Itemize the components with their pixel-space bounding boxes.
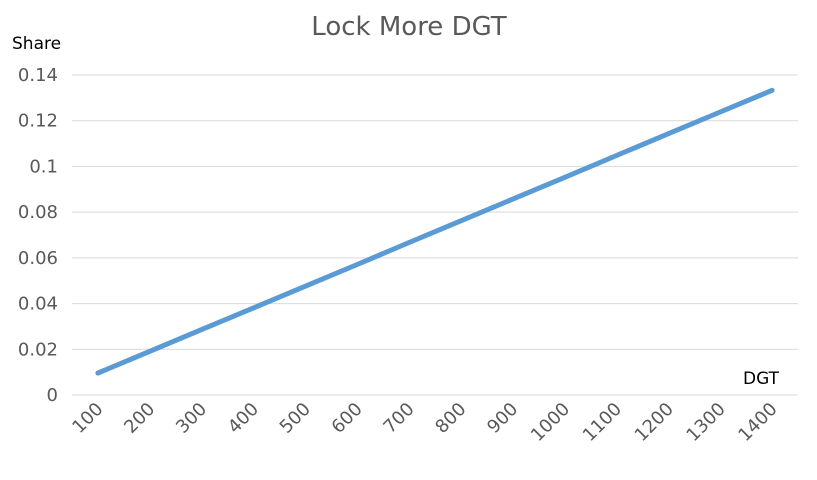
x-tick-label: 600 — [328, 399, 367, 438]
y-tick-label: 0.08 — [18, 202, 58, 223]
x-axis-title: DGT — [743, 369, 780, 389]
x-tick-label: 1300 — [683, 399, 730, 446]
y-axis-title: Share — [12, 34, 61, 54]
x-axis-ticks: 100 200 300 400 500 600 700 800 900 1000 1100 1200 1… — [68, 399, 781, 446]
y-axis-ticks: 0 0.02 0.04 0.06 0.08 0.1 0.12 0.14 — [18, 65, 58, 406]
x-tick-label: 1400 — [734, 399, 781, 446]
chart-title: Lock More DGT — [311, 12, 507, 42]
x-tick-label: 1000 — [527, 399, 574, 446]
y-tick-label: 0 — [47, 385, 58, 406]
x-tick-label: 1200 — [631, 399, 678, 446]
y-tick-label: 0.04 — [18, 294, 58, 315]
y-tick-label: 0.06 — [18, 248, 58, 269]
x-tick-label: 100 — [68, 399, 107, 438]
y-tick-label: 0.14 — [18, 65, 58, 86]
x-tick-label: 700 — [379, 399, 418, 438]
x-tick-label: 1100 — [579, 399, 626, 446]
y-tick-label: 0.12 — [18, 111, 58, 132]
y-tick-label: 0.02 — [18, 339, 58, 360]
x-tick-label: 500 — [276, 399, 315, 438]
gridlines — [72, 74, 798, 396]
y-tick-label: 0.1 — [29, 156, 58, 177]
series-layer — [95, 87, 775, 376]
x-tick-label: 300 — [172, 399, 211, 438]
x-tick-label: 200 — [120, 399, 159, 438]
series-line — [95, 87, 775, 376]
x-tick-label: 800 — [431, 399, 470, 438]
x-tick-label: 900 — [483, 399, 522, 438]
x-tick-label: 400 — [224, 399, 263, 438]
